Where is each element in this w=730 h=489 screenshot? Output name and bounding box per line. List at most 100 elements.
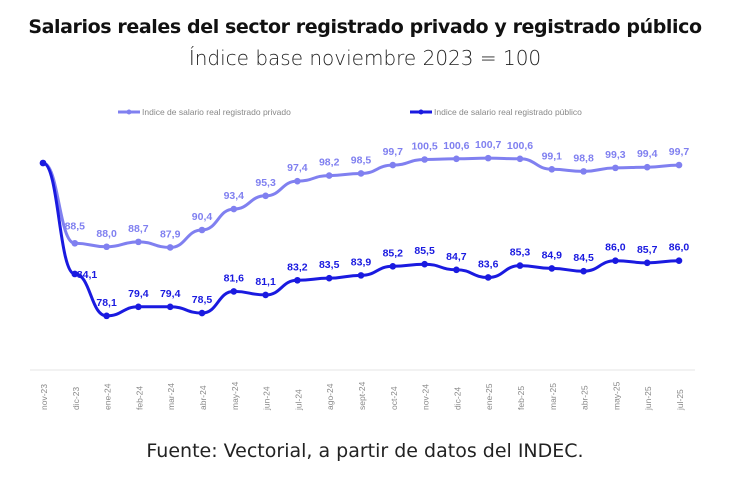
data-point [357,170,365,177]
data-point [389,263,397,270]
data-point [325,172,333,179]
data-label: 100,7 [475,139,501,151]
data-point [643,163,651,171]
x-tick-label: mar-25 [548,383,558,410]
data-point [516,155,524,163]
data-label: 85,2 [383,247,404,259]
data-label: 86,0 [605,242,626,254]
data-point [135,303,142,311]
x-tick-label: ene-25 [484,383,494,410]
x-tick-label: abr-25 [580,385,590,410]
data-label: 83,2 [287,261,308,273]
x-tick-label: feb-24 [134,386,144,410]
data-point [484,154,492,162]
data-point [675,257,683,265]
x-tick-label: dic-24 [452,387,462,410]
legend-marker [418,109,424,115]
data-point [230,205,238,213]
data-label: 85,3 [510,247,531,259]
data-point [612,257,619,265]
data-point [39,159,47,167]
data-point [198,226,206,234]
data-point [580,168,587,175]
data-point [166,244,174,251]
x-tick-label: mar-24 [166,383,176,410]
data-label: 81,1 [255,276,276,288]
data-point [103,312,110,320]
data-label: 87,9 [160,228,181,240]
data-label: 100,5 [411,141,437,153]
data-label: 97,4 [287,162,308,174]
x-tick-label: dic-23 [71,387,81,410]
data-point [675,161,683,169]
data-label: 98,2 [319,157,340,169]
x-tick-label: ene-24 [103,383,113,410]
line-chart: nov-23 dic-23 ene-24 feb-24 mar-24 abr-24 may-… [30,107,695,411]
data-point [71,239,79,247]
data-label: 79,4 [128,288,149,300]
data-point [548,265,556,272]
x-tick-label: abr-24 [198,385,208,410]
data-label: 85,5 [414,245,435,257]
data-point [580,267,587,275]
data-point [612,164,619,172]
x-tick-label: may-25 [611,381,621,410]
data-point [135,238,142,246]
x-tick-label: jun-25 [643,386,653,411]
data-point [548,165,556,173]
data-label: 84,5 [573,252,594,264]
x-tick-label: ago-24 [325,383,335,410]
x-tick-label: jul-24 [293,389,303,411]
data-point [453,266,460,274]
x-tick-label: jun-24 [262,386,272,411]
data-point [389,161,397,169]
data-label: 99,3 [605,149,626,161]
legend-label: Indice de salario real registrado privad… [142,107,291,117]
data-label: 99,7 [669,146,690,158]
x-tick-label: jul-25 [675,389,685,411]
data-label: 98,8 [573,152,594,164]
data-point [262,192,269,200]
data-point [262,291,269,299]
data-point [453,155,460,163]
x-tick-label: oct-24 [389,386,399,410]
data-label: 100,6 [443,140,469,152]
data-point [357,272,365,279]
data-point [421,260,428,268]
data-label: 100,6 [507,140,533,152]
data-point [516,262,524,269]
data-point [484,274,492,281]
data-point [421,156,428,163]
data-label: 84,7 [446,251,467,263]
data-point [103,243,110,251]
data-label: 81,6 [224,272,245,284]
data-label: 83,6 [478,258,499,270]
chart-title: Salarios reales del sector registrado pr… [28,16,702,38]
data-label: 99,7 [383,146,404,158]
data-point [294,177,301,185]
data-label: 79,4 [160,288,181,300]
data-label: 83,9 [351,256,372,268]
data-label: 78,5 [192,294,213,306]
data-label: 98,5 [351,154,372,166]
data-label: 88,7 [128,223,149,235]
data-point [294,276,301,284]
data-label: 99,4 [637,148,658,160]
data-point [230,288,238,295]
data-label: 83,5 [319,259,340,271]
data-label: 95,3 [255,177,276,189]
data-label: 78,1 [96,297,117,309]
data-point [643,259,651,267]
legend-marker [126,109,132,115]
data-label: 85,7 [637,244,658,256]
data-label: 84,1 [77,269,98,281]
x-tick-label: feb-25 [516,386,526,410]
data-point [71,270,79,278]
data-label: 84,9 [542,249,563,261]
data-label: 99,1 [542,150,563,162]
data-label: 90,4 [192,211,213,223]
x-tick-label: may-24 [230,381,240,410]
data-label: 88,5 [65,220,86,232]
chart-subtitle: Índice base noviembre 2023 = 100 [188,46,542,70]
x-tick-label: sept-24 [357,381,367,410]
